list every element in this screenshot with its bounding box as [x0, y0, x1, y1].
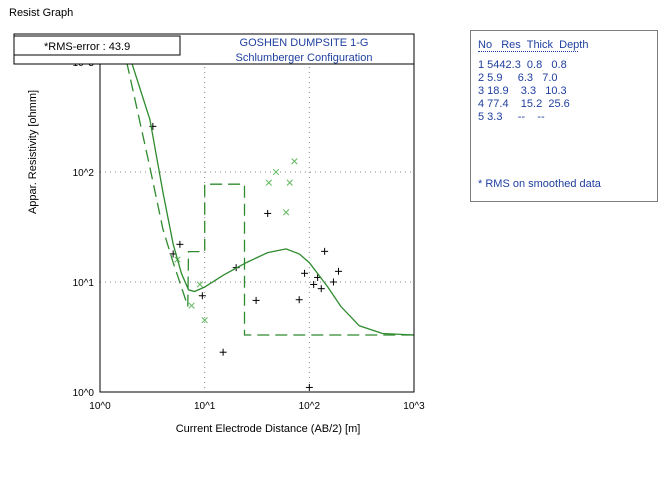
- smoothed-point: [272, 168, 280, 176]
- observed-point: [310, 280, 318, 288]
- tick-labels: 10^010^110^210^310^010^110^210^3: [73, 58, 426, 412]
- layer-row: 5 3.3 -- --: [478, 111, 545, 123]
- observed-point: [321, 247, 329, 255]
- x-tick-label: 10^3: [403, 401, 425, 412]
- rms-label: *RMS-error : 43.9: [44, 41, 130, 53]
- observed-point: [295, 296, 303, 304]
- window-title: Resist Graph: [9, 7, 74, 19]
- smoothed-point: [201, 316, 208, 324]
- smoothed-point: [265, 179, 272, 186]
- layer-model-line: [126, 62, 414, 336]
- y-tick-label: 10^1: [73, 278, 95, 289]
- layer-table-header: No Res Thick Depth: [478, 39, 588, 51]
- header-depth: Depth: [559, 39, 589, 51]
- header-thick: Thick: [526, 39, 553, 51]
- x-axis-label: Current Electrode Distance (AB/2) [m]: [176, 423, 361, 435]
- y-axis-label: Appar. Resistivity [ohmm]: [27, 90, 39, 214]
- layer-row: 1 5442.3 0.8 0.8: [478, 59, 567, 71]
- observed-point: [305, 383, 313, 391]
- smoothed-point: [196, 281, 204, 288]
- y-tick-label: 10^0: [73, 388, 95, 399]
- rms-note: * RMS on smoothed data: [478, 178, 601, 190]
- layer-table-panel: No Res Thick Depth 1 5442.3 0.8 0.8 2 5.9…: [470, 30, 658, 202]
- header-res: Res: [501, 39, 521, 51]
- model-curve: [130, 62, 414, 336]
- chart-series: [126, 62, 414, 391]
- observed-point: [252, 296, 260, 304]
- rms-box: [13, 35, 181, 56]
- observed-point: [176, 240, 184, 248]
- x-tick-label: 10^2: [299, 401, 321, 412]
- series-clip: [126, 62, 414, 391]
- y-tick-label: 10^2: [73, 168, 95, 179]
- chart-title: GOSHEN DUMPSITE 1-G: [240, 37, 369, 49]
- observed-point: [335, 267, 343, 275]
- observed-point: [329, 278, 337, 286]
- smoothed-point: [282, 209, 290, 216]
- observed-point: [198, 292, 206, 300]
- smoothed-point: [286, 179, 293, 186]
- smoothed-point: [291, 158, 298, 165]
- layer-row: 4 77.4 15.2 25.6: [478, 98, 570, 110]
- x-tick-label: 10^1: [194, 401, 216, 412]
- smoothed-point: [188, 302, 195, 309]
- header-separator: [478, 51, 578, 52]
- chart-subtitle: Schlumberger Configuration: [236, 52, 373, 64]
- layer-row: 3 18.9 3.3 10.3: [478, 85, 567, 97]
- layer-row: 2 5.9 6.3 7.0: [478, 72, 558, 84]
- observed-point: [264, 209, 272, 217]
- x-tick-label: 10^0: [89, 401, 111, 412]
- observed-point: [219, 348, 227, 356]
- header-no: No: [478, 39, 493, 51]
- layer-table-rows: 1 5442.3 0.8 0.8 2 5.9 6.3 7.0 3 18.9 3.3 …: [478, 59, 570, 124]
- observed-point: [317, 285, 325, 293]
- observed-point: [301, 269, 309, 277]
